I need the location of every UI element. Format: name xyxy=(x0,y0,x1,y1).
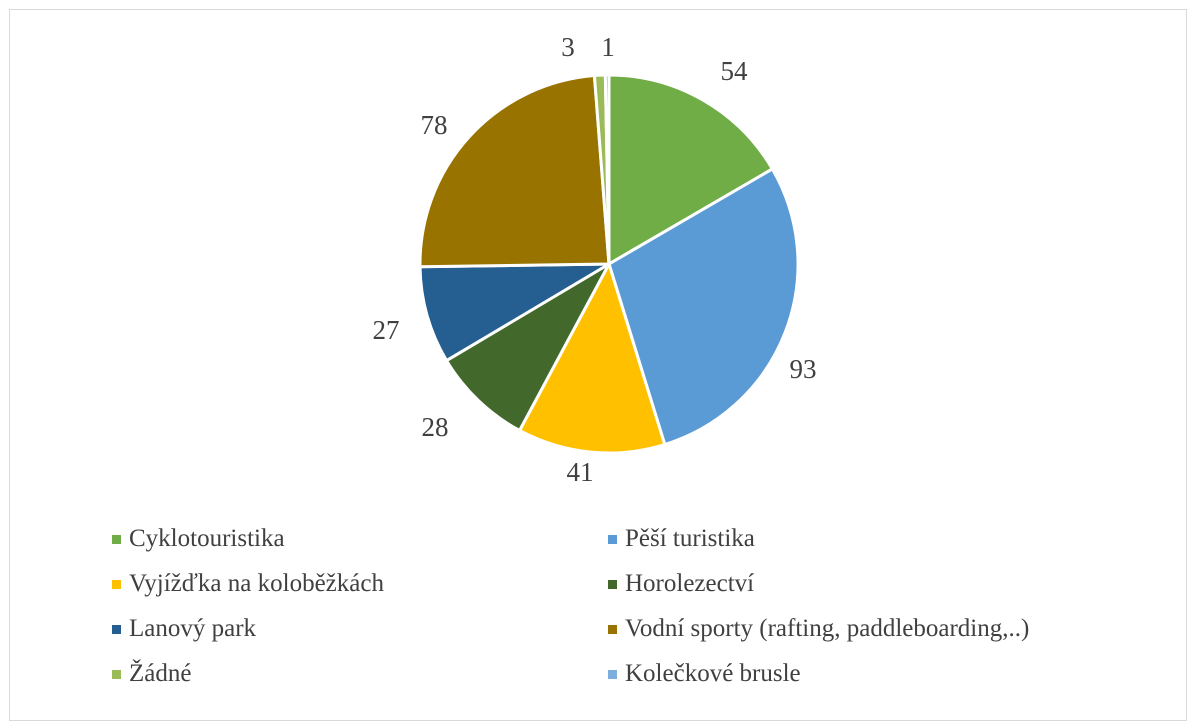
pie-slice-2 xyxy=(607,166,800,447)
data-label-5: 27 xyxy=(373,315,400,345)
data-label-8: 1 xyxy=(601,32,615,62)
data-label-2: 93 xyxy=(790,354,817,384)
pie-slice-5 xyxy=(418,262,615,363)
pie-slices xyxy=(418,73,800,455)
pie-slice-8 xyxy=(603,73,611,265)
data-label-7: 3 xyxy=(561,32,575,62)
pie-slice-4 xyxy=(444,259,613,433)
pie-slice-6 xyxy=(418,73,611,269)
data-label-1: 54 xyxy=(721,56,749,86)
pie-slice-1 xyxy=(607,73,775,267)
pie-slice-3 xyxy=(517,260,667,455)
data-label-4: 28 xyxy=(422,412,449,442)
data-label-3: 41 xyxy=(567,457,594,487)
data-label-6: 78 xyxy=(421,110,448,140)
data-labels: 54 93 41 28 27 78 3 1 xyxy=(373,32,817,487)
